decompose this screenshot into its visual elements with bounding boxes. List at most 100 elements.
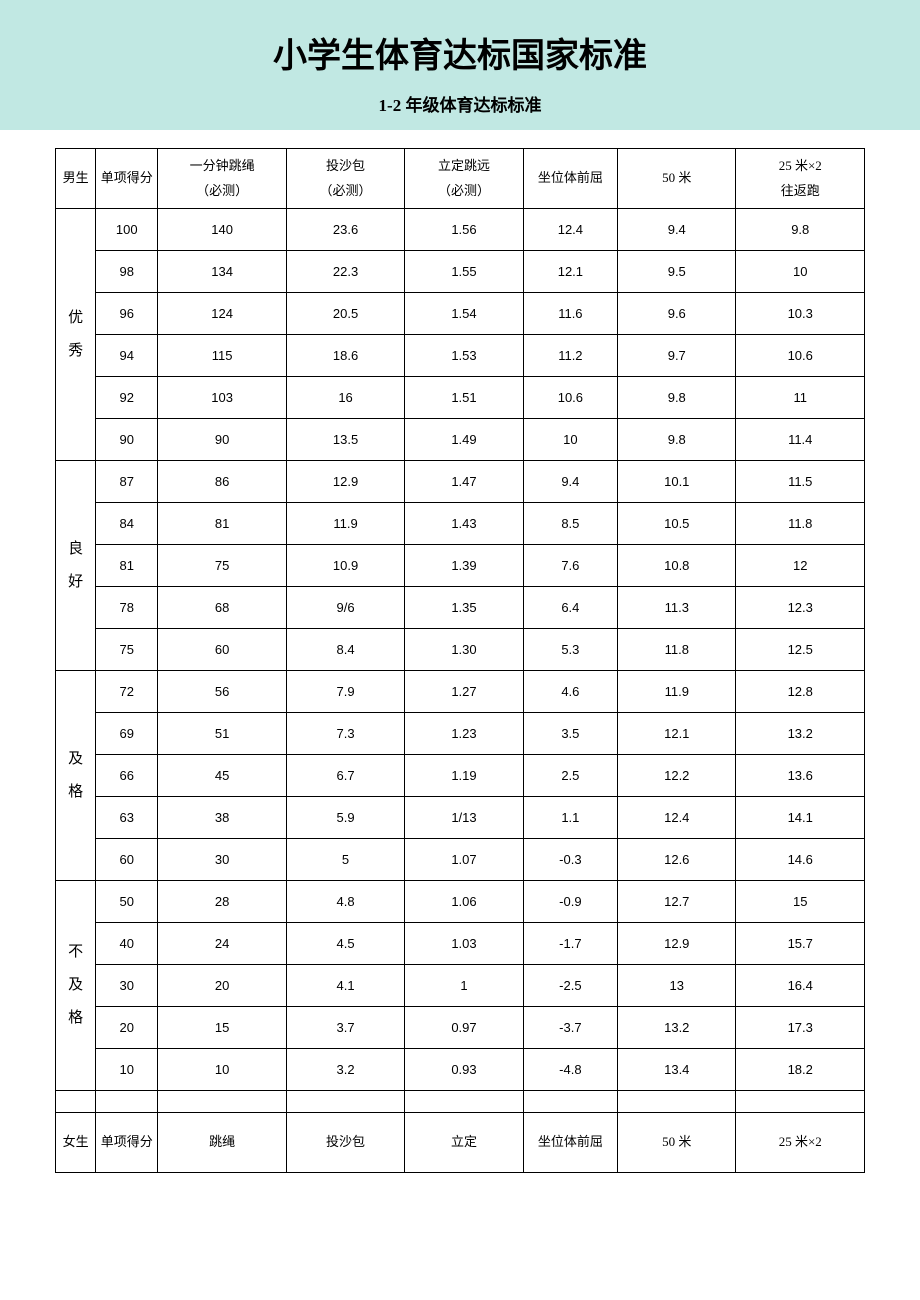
table-row: 9612420.51.5411.69.610.3: [56, 293, 865, 335]
table-row: 909013.51.49109.811.4: [56, 419, 865, 461]
subtitle: 1-2 年级体育达标标准: [0, 91, 920, 116]
data-cell: 4.6: [523, 671, 617, 713]
data-cell: 15: [736, 881, 865, 923]
data-cell: 7.9: [286, 671, 404, 713]
spacer-cell: [96, 1091, 158, 1113]
data-cell: 22.3: [286, 251, 404, 293]
data-cell: 7.6: [523, 545, 617, 587]
standards-table: 男生单项得分一分钟跳绳（必测）投沙包（必测）立定跳远（必测）坐位体前屈50 米2…: [55, 148, 865, 1173]
header-col: 50 米: [618, 149, 736, 209]
grade-label: 优秀: [56, 209, 96, 461]
data-cell: 20.5: [286, 293, 404, 335]
spacer-cell: [158, 1091, 286, 1113]
table-row: 40244.51.03-1.712.915.7: [56, 923, 865, 965]
data-cell: 81: [96, 545, 158, 587]
table-row: 848111.91.438.510.511.8: [56, 503, 865, 545]
data-cell: 10: [96, 1049, 158, 1091]
data-cell: 12.7: [618, 881, 736, 923]
data-cell: 1.1: [523, 797, 617, 839]
data-cell: 4.1: [286, 965, 404, 1007]
data-cell: 14.6: [736, 839, 865, 881]
spacer-cell: [618, 1091, 736, 1113]
data-cell: 140: [158, 209, 286, 251]
data-cell: 11.3: [618, 587, 736, 629]
data-cell: 20: [96, 1007, 158, 1049]
data-cell: 10.6: [736, 335, 865, 377]
data-cell: 2.5: [523, 755, 617, 797]
data-cell: 45: [158, 755, 286, 797]
grade-label: 良好: [56, 461, 96, 671]
data-cell: 10.1: [618, 461, 736, 503]
data-cell: 12.9: [618, 923, 736, 965]
data-cell: 0.93: [405, 1049, 523, 1091]
header-row-male: 男生单项得分一分钟跳绳（必测）投沙包（必测）立定跳远（必测）坐位体前屈50 米2…: [56, 149, 865, 209]
data-cell: 11.9: [618, 671, 736, 713]
header-col: 投沙包（必测）: [286, 149, 404, 209]
data-cell: -0.9: [523, 881, 617, 923]
data-cell: 10.5: [618, 503, 736, 545]
data-cell: 100: [96, 209, 158, 251]
data-cell: 75: [158, 545, 286, 587]
data-cell: 5.3: [523, 629, 617, 671]
data-cell: -4.8: [523, 1049, 617, 1091]
data-cell: 90: [96, 419, 158, 461]
data-cell: 1.27: [405, 671, 523, 713]
data-cell: 1.56: [405, 209, 523, 251]
data-cell: 1.55: [405, 251, 523, 293]
data-cell: 92: [96, 377, 158, 419]
table-row: 75608.41.305.311.812.5: [56, 629, 865, 671]
data-cell: 8.5: [523, 503, 617, 545]
data-cell: 9/6: [286, 587, 404, 629]
data-cell: 12.4: [618, 797, 736, 839]
data-cell: 12.9: [286, 461, 404, 503]
data-cell: 1.51: [405, 377, 523, 419]
data-cell: 11.9: [286, 503, 404, 545]
data-cell: 115: [158, 335, 286, 377]
table-row: 10103.20.93-4.813.418.2: [56, 1049, 865, 1091]
header-score: 单项得分: [96, 1113, 158, 1173]
data-cell: 12.4: [523, 209, 617, 251]
data-cell: 5.9: [286, 797, 404, 839]
data-cell: -1.7: [523, 923, 617, 965]
data-cell: 1.53: [405, 335, 523, 377]
data-cell: 11.2: [523, 335, 617, 377]
header-col: 投沙包: [286, 1113, 404, 1173]
data-cell: 12: [736, 545, 865, 587]
data-cell: 13: [618, 965, 736, 1007]
data-cell: 13.2: [736, 713, 865, 755]
data-cell: 10: [158, 1049, 286, 1091]
data-cell: 103: [158, 377, 286, 419]
data-cell: 66: [96, 755, 158, 797]
data-cell: 1.39: [405, 545, 523, 587]
data-cell: 18.2: [736, 1049, 865, 1091]
data-cell: 68: [158, 587, 286, 629]
data-cell: 1.54: [405, 293, 523, 335]
spacer-cell: [56, 1091, 96, 1113]
data-cell: 1.23: [405, 713, 523, 755]
data-cell: 9.8: [618, 419, 736, 461]
data-cell: 11.5: [736, 461, 865, 503]
data-cell: 84: [96, 503, 158, 545]
table-row: 20153.70.97-3.713.217.3: [56, 1007, 865, 1049]
data-cell: 98: [96, 251, 158, 293]
data-cell: 1.30: [405, 629, 523, 671]
header-col: 25 米×2往返跑: [736, 149, 865, 209]
table-container: 男生单项得分一分钟跳绳（必测）投沙包（必测）立定跳远（必测）坐位体前屈50 米2…: [0, 130, 920, 1173]
data-cell: 1.06: [405, 881, 523, 923]
main-title: 小学生体育达标国家标准: [0, 28, 920, 77]
table-row: 63385.91/131.112.414.1: [56, 797, 865, 839]
table-row: 603051.07-0.312.614.6: [56, 839, 865, 881]
header-score: 单项得分: [96, 149, 158, 209]
table-row: 817510.91.397.610.812: [56, 545, 865, 587]
data-cell: 50: [96, 881, 158, 923]
data-cell: 24: [158, 923, 286, 965]
data-cell: 7.3: [286, 713, 404, 755]
data-cell: 12.1: [523, 251, 617, 293]
data-cell: 51: [158, 713, 286, 755]
data-cell: 5: [286, 839, 404, 881]
data-cell: 14.1: [736, 797, 865, 839]
header-row-female: 女生单项得分跳绳投沙包立定坐位体前屈50 米25 米×2: [56, 1113, 865, 1173]
data-cell: 12.2: [618, 755, 736, 797]
data-cell: 78: [96, 587, 158, 629]
data-cell: 10.9: [286, 545, 404, 587]
